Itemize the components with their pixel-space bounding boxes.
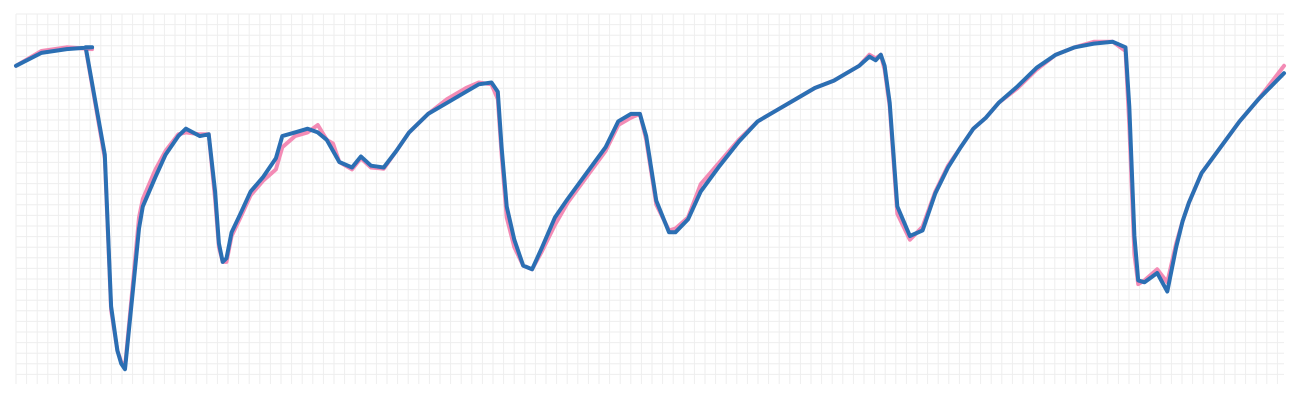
series-lines <box>14 39 1286 372</box>
series-line-2 <box>14 39 1286 372</box>
grid <box>15 13 1284 384</box>
